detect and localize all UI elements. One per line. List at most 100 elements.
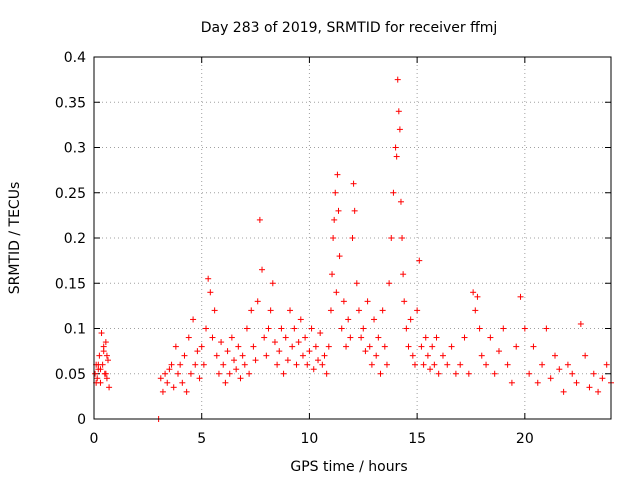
data-point: [231, 357, 238, 364]
data-point: [103, 352, 110, 359]
data-point: [347, 334, 354, 341]
data-point: [310, 366, 317, 373]
data-point: [280, 370, 287, 377]
data-point: [386, 280, 393, 287]
data-point: [491, 370, 498, 377]
y-tick-label: 0: [77, 412, 86, 428]
data-point: [226, 370, 233, 377]
data-point: [577, 320, 584, 327]
data-point: [513, 343, 520, 350]
y-axis-label: SRMTID / TECUs: [7, 182, 23, 295]
data-point: [560, 388, 567, 395]
y-tick-label: 0.15: [55, 276, 86, 292]
data-point: [564, 361, 571, 368]
data-point: [534, 379, 541, 386]
data-point: [237, 375, 244, 382]
data-point: [353, 280, 360, 287]
data-point: [252, 357, 259, 364]
data-point: [246, 370, 253, 377]
data-point: [392, 144, 399, 151]
data-point: [332, 189, 339, 196]
data-point: [323, 370, 330, 377]
data-point: [362, 348, 369, 355]
data-point: [405, 343, 412, 350]
data-point: [209, 334, 216, 341]
y-tick-label: 0.4: [64, 50, 86, 66]
tick-labels: 0 0.05 0.1 0.15 0.2 0.25 0.3 0.35 0.4 0 5 10 15 20: [55, 50, 534, 447]
data-point: [333, 289, 340, 296]
data-point: [586, 384, 593, 391]
data-point: [476, 325, 483, 332]
data-point: [97, 366, 104, 373]
data-point: [345, 316, 352, 323]
data-point: [403, 325, 410, 332]
x-tick-label: 20: [516, 431, 534, 447]
data-point: [395, 108, 402, 115]
data-point: [106, 384, 113, 391]
data-point: [338, 325, 345, 332]
data-point: [205, 275, 212, 282]
data-point: [379, 307, 386, 314]
data-point: [368, 361, 375, 368]
data-point: [172, 343, 179, 350]
data-point: [259, 266, 266, 273]
data-point: [349, 235, 356, 241]
data-point: [334, 171, 341, 178]
data-point: [98, 330, 105, 337]
x-tick-label: 10: [301, 431, 319, 447]
data-point: [375, 334, 382, 341]
data-point: [304, 361, 311, 368]
data-point: [321, 352, 328, 359]
data-point: [590, 370, 597, 377]
data-point: [414, 307, 421, 314]
data-point: [241, 361, 248, 368]
data-point: [177, 361, 184, 368]
data-point: [407, 316, 414, 323]
data-point: [295, 339, 302, 346]
data-point: [329, 271, 336, 278]
data-point: [444, 361, 451, 368]
data-point: [431, 361, 438, 368]
data-point: [196, 375, 203, 382]
data-point: [457, 361, 464, 368]
data-point: [504, 361, 511, 368]
y-tick-label: 0.35: [55, 95, 86, 111]
data-point: [183, 388, 190, 395]
data-point: [401, 298, 408, 305]
data-point: [424, 352, 431, 359]
data-point: [222, 379, 229, 386]
data-point: [411, 361, 418, 368]
data-point: [159, 388, 166, 395]
data-point: [194, 348, 201, 355]
data-point: [595, 388, 602, 395]
data-point: [276, 348, 283, 355]
data-point: [291, 325, 298, 332]
x-tick-label: 5: [197, 431, 206, 447]
data-point: [422, 334, 429, 341]
data-point: [162, 370, 169, 377]
data-point: [261, 334, 268, 341]
data-point: [306, 348, 313, 355]
data-point: [278, 325, 285, 332]
data-point: [373, 352, 380, 359]
data-point: [433, 334, 440, 341]
grid-lines: [94, 57, 611, 419]
data-point: [181, 352, 188, 359]
data-point: [284, 357, 291, 364]
plot-frame: [93, 56, 612, 420]
data-point: [302, 334, 309, 341]
data-point: [102, 370, 109, 377]
data-point: [265, 325, 272, 332]
data-point: [331, 216, 338, 223]
data-point: [526, 370, 533, 377]
chart-title: Day 283 of 2019, SRMTID for receiver ffm…: [201, 20, 498, 36]
data-point: [603, 361, 610, 368]
data-point: [355, 307, 362, 314]
data-point: [187, 370, 194, 377]
x-axis-label: GPS time / hours: [290, 459, 407, 475]
data-point: [350, 180, 357, 187]
data-point: [297, 316, 304, 323]
data-point: [96, 352, 103, 359]
data-point: [198, 343, 205, 350]
data-point: [358, 334, 365, 341]
